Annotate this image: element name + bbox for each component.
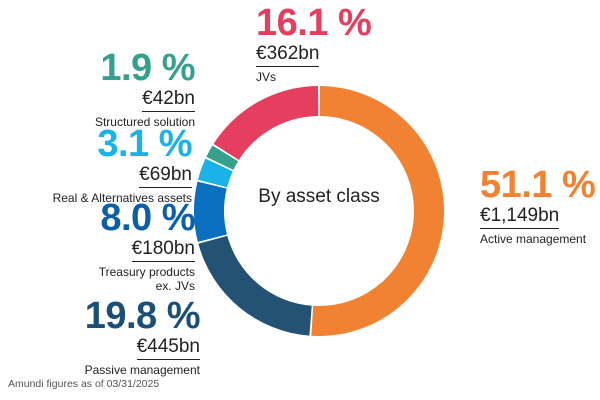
label-active-management: 51.1 % €1,149bn Active management: [480, 164, 596, 246]
label-treasury-products: 8.0 % €180bn Treasury products ex. JVs: [95, 197, 196, 293]
pct-structured-solution: 1.9 %: [100, 47, 195, 89]
pct-jvs: 16.1 %: [256, 2, 372, 44]
pct-passive-management: 19.8 %: [84, 295, 201, 337]
slice-real-alternatives: [197, 158, 233, 188]
center-title: By asset class: [258, 186, 380, 207]
footnote: Amundi figures as of 03/31/2025: [8, 378, 160, 390]
label-passive-management: 19.8 % €445bn Passive management: [84, 295, 201, 377]
amount-passive-management: €445bn: [136, 336, 200, 360]
slice-passive-management: [198, 235, 312, 336]
slice-active-management: [311, 86, 445, 337]
caption-passive-management: Passive management: [84, 363, 200, 377]
slice-treasury-products: [194, 181, 227, 242]
amount-jvs: €362bn: [256, 43, 320, 67]
pct-real-alternatives: 3.1 %: [97, 123, 192, 165]
label-jvs: 16.1 % €362bn JVs: [256, 2, 372, 84]
label-real-alternatives: 3.1 % €69bn Real & Alternatives assets: [52, 123, 193, 205]
label-structured-solution: 1.9 % €42bn Structured solution: [94, 47, 196, 129]
caption-treasury-products: Treasury products ex. JVs: [98, 265, 195, 293]
caption-jvs: JVs: [256, 70, 277, 84]
caption-structured-solution: Structured solution: [94, 115, 195, 129]
amount-treasury-products: €180bn: [131, 238, 195, 262]
slice-structured-solution: [206, 145, 239, 170]
pct-active-management: 51.1 %: [480, 164, 596, 206]
amount-real-alternatives: €69bn: [139, 164, 192, 188]
pct-treasury-products: 8.0 %: [100, 197, 195, 239]
caption-real-alternatives: Real & Alternatives assets: [52, 191, 192, 205]
amount-structured-solution: €42bn: [142, 88, 195, 112]
caption-active-management: Active management: [480, 232, 587, 246]
amount-active-management: €1,149bn: [480, 205, 560, 229]
slice-jvs: [213, 86, 319, 160]
